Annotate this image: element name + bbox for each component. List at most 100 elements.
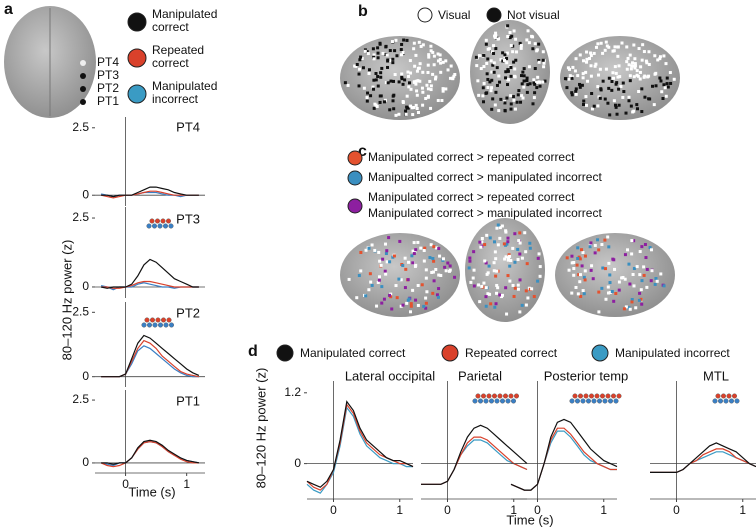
electrode-dot	[436, 59, 440, 63]
electrode-dot	[478, 300, 482, 304]
electrode-dot	[520, 303, 524, 307]
significance-dot	[613, 398, 619, 404]
electrode-dot	[589, 241, 593, 245]
electrode-dot	[505, 96, 509, 100]
series-line	[650, 442, 756, 473]
electrode-dot	[399, 53, 403, 57]
electrode-dot	[592, 104, 596, 108]
electrode-dot	[615, 112, 619, 116]
electrode-dot	[392, 107, 396, 111]
electrode-dot	[509, 94, 513, 98]
electrode-dot	[603, 267, 607, 271]
electrode-dot	[408, 59, 412, 63]
electrode-dot	[405, 94, 409, 98]
electrode-dot	[402, 38, 406, 42]
electrode-dot	[358, 67, 362, 71]
electrode-dot	[431, 257, 435, 261]
electrode-dot	[522, 85, 526, 89]
electrode-dot	[505, 56, 509, 60]
significance-dot	[160, 317, 166, 323]
electrode-dot	[370, 243, 374, 247]
electrode-dot	[565, 256, 569, 260]
electrode-dot	[401, 51, 405, 55]
panel-label: c	[358, 143, 367, 160]
electrode-dot	[375, 304, 379, 308]
electrode-dot	[570, 91, 574, 95]
electrode-dot	[505, 51, 509, 55]
electrode-dot	[468, 256, 472, 260]
electrode-dot	[578, 257, 582, 261]
electrode-dot	[654, 277, 658, 281]
chart-title: MTL	[703, 368, 729, 383]
electrode-dot	[615, 81, 619, 85]
electrode-dot	[426, 87, 430, 91]
electrode-dot	[531, 47, 535, 51]
electrode-dot	[567, 77, 571, 81]
significance-dot	[160, 218, 166, 224]
electrode-dot	[486, 77, 490, 81]
significance-dot	[486, 393, 492, 399]
electrode-dot	[429, 243, 433, 247]
electrode-dot	[472, 268, 476, 272]
electrode-dot	[514, 37, 518, 41]
electrode-dot	[424, 306, 428, 310]
electrode-dot	[620, 41, 624, 45]
electrode-dot	[379, 71, 383, 75]
electrode-dot	[574, 87, 578, 91]
electrode-dot	[483, 259, 487, 263]
electrode-dot	[611, 49, 615, 53]
electrode-dot	[655, 279, 659, 283]
x-axis-label: Time (s)	[506, 512, 553, 527]
electrode-dot	[493, 103, 497, 107]
electrode-dot	[504, 255, 508, 259]
significance-dot	[605, 393, 611, 399]
electrode-dot	[648, 246, 652, 250]
electrode-dot	[581, 251, 585, 255]
electrode-dot	[395, 296, 399, 300]
electrode-dot	[533, 67, 537, 71]
electrode-dot	[669, 81, 673, 85]
electrode-dot	[585, 57, 589, 61]
electrode-dot	[584, 70, 588, 74]
electrode-dot	[661, 97, 665, 101]
electrode-dot	[346, 83, 350, 87]
electrode-dot	[504, 76, 508, 80]
significance-dot	[166, 317, 172, 323]
significance-dot	[157, 223, 163, 229]
electrode-dot	[517, 239, 521, 243]
electrode-dot	[506, 236, 510, 240]
electrode-dot	[503, 257, 507, 261]
electrode-dot	[613, 103, 617, 107]
electrode-dot	[508, 31, 512, 35]
electrode-dot	[421, 90, 425, 94]
significance-dot	[575, 398, 581, 404]
significance-dot	[578, 393, 584, 399]
electrode-dot	[596, 85, 600, 89]
panel-label: a	[4, 1, 13, 18]
electrode-dot	[391, 94, 395, 98]
electrode-dot	[451, 77, 455, 81]
electrode-dot	[403, 78, 407, 82]
electrode-dot	[586, 79, 590, 83]
electrode-dot	[505, 242, 509, 246]
electrode-dot	[372, 55, 376, 59]
electrode-dot	[388, 108, 392, 112]
electrode-dot	[495, 66, 499, 70]
electrode-dot	[439, 273, 443, 277]
electrode-dot	[415, 89, 419, 93]
electrode-dot	[437, 273, 441, 277]
electrode-dot	[666, 85, 670, 89]
significance-dot	[721, 393, 727, 399]
series-line	[306, 406, 413, 494]
electrode-dot	[441, 87, 445, 91]
electrode-dot	[572, 273, 576, 277]
electrode-dot	[631, 64, 635, 68]
significance-dot	[580, 398, 586, 404]
series-line	[101, 345, 199, 378]
electrode-dot	[384, 242, 388, 246]
electrode-dot	[642, 265, 646, 269]
electrode-dot	[518, 252, 522, 256]
electrode-dot	[416, 240, 420, 244]
electrode-dot	[357, 84, 361, 88]
